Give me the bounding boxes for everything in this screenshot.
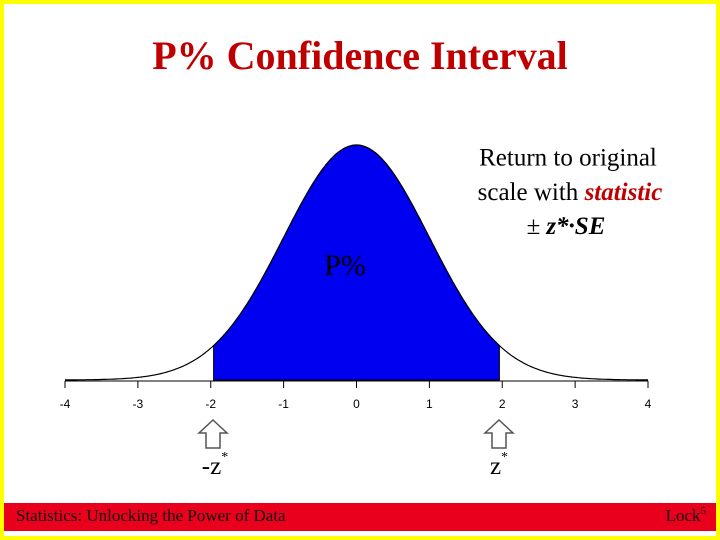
tick-label: 0 (353, 397, 360, 411)
footer-left: Statistics: Unlocking the Power of Data (16, 506, 286, 525)
tick-label: 4 (645, 397, 652, 411)
marker-sup: * (501, 450, 508, 465)
tick-label: 1 (426, 397, 433, 411)
note-line: scale with statistic (478, 179, 663, 206)
tick-label: -3 (133, 397, 144, 411)
tick-label: 3 (572, 397, 579, 411)
footer-right: Lock5 (666, 505, 707, 525)
footer-bar (4, 503, 716, 531)
footer-sup: 5 (701, 505, 707, 517)
curve-line (64, 144, 649, 381)
note-line: ± z*·SE (527, 213, 606, 240)
marker-base: z (490, 453, 501, 480)
tick-label: 2 (499, 397, 506, 411)
marker-base: -z (202, 453, 221, 480)
tick-label: -2 (205, 397, 216, 411)
marker-sup: * (221, 450, 228, 465)
plus-minus: ± (527, 213, 541, 240)
note-emphasis: statistic (584, 179, 663, 206)
note-text: scale with (478, 179, 585, 206)
marker-label: -z* (202, 450, 228, 480)
footer-base: Lock (666, 506, 701, 525)
tick-label: -4 (60, 397, 71, 411)
title: P% Confidence Interval (152, 33, 568, 78)
x-ticks: -4 -3 -2 -1 0 1 2 3 4 (60, 381, 652, 411)
tick-label: -1 (278, 397, 289, 411)
arrow (197, 418, 229, 449)
formula: z*·SE (545, 213, 605, 240)
note-line: Return to original (479, 145, 657, 172)
normal-curve (64, 144, 649, 381)
marker-label: z* (490, 450, 508, 480)
center-label: P% (324, 249, 366, 282)
arrow (483, 418, 515, 449)
